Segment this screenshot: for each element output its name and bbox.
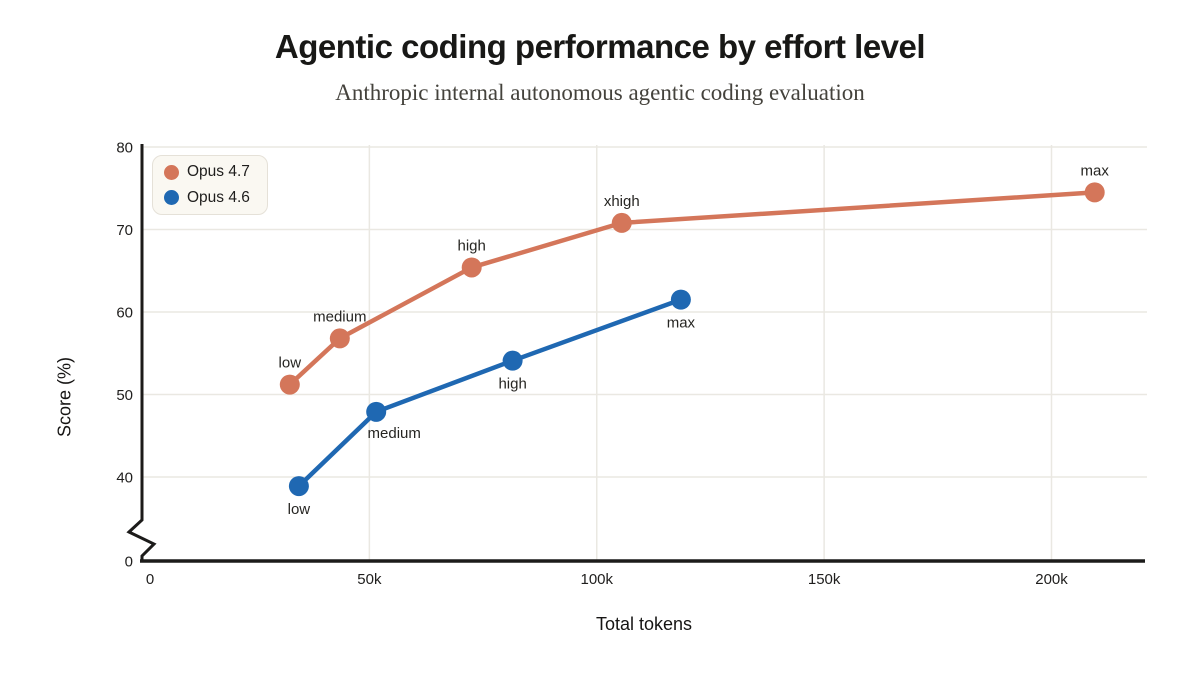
y-tick-label: 70 <box>116 222 133 239</box>
x-tick-label: 150k <box>808 571 841 588</box>
data-point-label: max <box>667 315 696 332</box>
legend-swatch-opus-4-7-icon <box>164 164 179 180</box>
chart-title: Agentic coding performance by effort lev… <box>274 28 926 65</box>
data-point <box>1084 182 1105 203</box>
data-point-label: medium <box>313 308 366 325</box>
legend-label: Opus 4.6 <box>187 188 250 206</box>
data-point-label: low <box>279 355 302 372</box>
data-point-label: low <box>288 501 311 518</box>
legend-item-opus-4-6: Opus 4.6 <box>164 189 267 207</box>
y-axis-line <box>126 144 157 560</box>
series-line <box>296 297 684 489</box>
y-tick-label: 80 <box>116 140 133 157</box>
data-point <box>461 257 482 278</box>
data-point <box>611 212 632 233</box>
legend: Opus 4.7 Opus 4.6 <box>152 155 268 215</box>
x-tick-label: 200k <box>1035 571 1068 588</box>
data-point-label: xhigh <box>604 193 640 210</box>
legend-label: Opus 4.7 <box>187 163 250 181</box>
y-tick-label: 0 <box>125 554 133 571</box>
data-point <box>366 401 387 422</box>
data-point <box>670 289 691 310</box>
data-point <box>329 328 350 349</box>
x-tick-label: 50k <box>357 571 382 588</box>
data-point-label: max <box>1081 162 1110 179</box>
legend-swatch-opus-4-6-icon <box>164 190 179 206</box>
y-tick-label: 60 <box>116 305 133 322</box>
chart-subtitle: Anthropic internal autonomous agentic co… <box>335 80 865 105</box>
y-tick-label: 40 <box>116 470 133 487</box>
x-tick-label: 0 <box>146 571 154 588</box>
data-point-label: high <box>458 237 486 254</box>
data-point <box>279 374 300 395</box>
legend-item-opus-4-7: Opus 4.7 <box>164 163 267 181</box>
data-point <box>288 476 309 497</box>
x-tick-label: 100k <box>580 571 613 588</box>
y-tick-label: 50 <box>116 387 133 404</box>
series-line <box>287 190 1097 387</box>
data-point <box>502 350 523 371</box>
data-point-label: medium <box>368 425 421 442</box>
x-axis-title: Total tokens <box>595 614 693 634</box>
data-point-label: high <box>498 376 526 393</box>
